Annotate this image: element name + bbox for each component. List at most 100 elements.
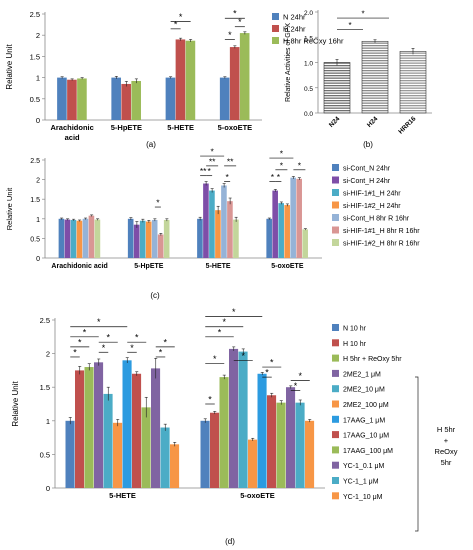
bar	[185, 40, 196, 120]
legend-swatch	[332, 492, 339, 500]
x-tick-label: 5-HpETE	[111, 123, 142, 132]
legend-label: si-HIF-1#1_H 8hr R 16hr	[343, 228, 420, 235]
y-tick-label: 2	[36, 31, 40, 40]
bar	[77, 78, 87, 120]
y-tick-label: 0.5	[30, 236, 40, 243]
significance-mark: *	[78, 337, 82, 347]
treatment-bracket	[415, 376, 419, 532]
bar	[65, 420, 75, 488]
x-tick-label: 5-oxoETE	[218, 123, 253, 132]
legend-swatch	[332, 176, 339, 184]
bar	[209, 190, 215, 258]
bar	[57, 77, 67, 120]
significance-mark: *	[298, 371, 302, 381]
y-tick-label: 2.5	[30, 158, 40, 165]
y-tick-label: 1	[36, 74, 40, 83]
legend-label: 2ME2_1 μM	[343, 371, 381, 378]
bar	[272, 190, 278, 258]
bar	[160, 427, 170, 488]
significance-mark: *	[265, 368, 269, 378]
legend-swatch	[332, 239, 339, 246]
legend-label: si-HIF-1#2_H 8hr R 16hr	[343, 241, 420, 248]
legend-label: si-HIF-1#1_H 24hr	[343, 191, 401, 198]
legend-swatch	[332, 400, 339, 408]
bar	[82, 218, 89, 258]
legend-label: YC-1_0.1 μM	[343, 463, 385, 470]
panel-c-label: (c)	[150, 291, 160, 300]
bar	[58, 218, 65, 258]
legend-swatch	[272, 37, 279, 44]
bar	[305, 420, 315, 488]
panel-b-chart: 0.0 0.5 1.0 1.5 2.0 Relative Activities of GP…	[285, 10, 432, 135]
bracket-label: +	[444, 436, 449, 445]
bar	[276, 402, 286, 488]
y-tick-label: 2	[46, 350, 50, 359]
significance-mark: *	[277, 172, 281, 182]
legend-label: si-Cont_H 8hr R 16hr	[343, 216, 410, 223]
panel-d-chart: 0 0.5 1 1.5 2 2.5 Relative Unit 5-HETE 5-oxoETE *…	[11, 307, 458, 532]
bar	[197, 218, 203, 258]
legend-swatch	[332, 431, 339, 439]
significance-mark: *	[218, 327, 222, 337]
significance-mark: *	[210, 147, 214, 157]
significance-mark: *	[102, 343, 106, 353]
significance-mark: *	[361, 10, 364, 19]
y-tick-label: 1.5	[304, 35, 313, 42]
legend-swatch	[332, 339, 339, 347]
legend-label: si-HIF-1#2_H 24hr	[343, 203, 401, 210]
significance-mark: *	[228, 30, 232, 40]
legend-swatch	[332, 477, 339, 484]
x-tick-label: H24	[366, 115, 380, 129]
y-axis-title: Relative Unit	[5, 187, 14, 230]
legend-label: si-Cont_N 24hr	[343, 166, 391, 173]
significance-mark: *	[233, 9, 237, 19]
bar	[233, 219, 239, 258]
significance-mark: *	[222, 317, 226, 327]
y-tick-label: 2.0	[304, 10, 313, 17]
y-tick-label: 2	[36, 178, 40, 185]
x-tick-label: 5-oxoETE	[240, 491, 275, 500]
x-tick-label: Arachidonic	[50, 123, 93, 132]
bar	[70, 219, 77, 258]
bar	[163, 219, 170, 258]
significance-mark: *	[163, 337, 167, 347]
significance-mark: *	[135, 333, 139, 343]
bar	[111, 77, 121, 120]
bracket-label: ReOxy	[435, 447, 458, 456]
significance-mark: *	[73, 347, 77, 357]
bar	[121, 83, 131, 120]
x-tick-label: acid	[65, 133, 80, 142]
legend-swatch	[332, 226, 339, 234]
x-tick-label: HRR16	[397, 115, 417, 135]
bar	[94, 362, 104, 488]
bar	[229, 348, 239, 488]
y-tick-label: 1	[36, 217, 40, 224]
y-tick-label: 0	[46, 484, 50, 493]
legend-swatch	[332, 446, 339, 454]
bar	[323, 62, 351, 114]
bar	[175, 39, 186, 120]
x-tick-label: 5-HETE	[109, 491, 136, 500]
bar	[238, 351, 248, 488]
bar	[139, 220, 146, 258]
y-tick-label: 1.5	[30, 197, 40, 204]
significance-mark: *	[208, 395, 212, 405]
significance-mark: *	[348, 21, 351, 30]
significance-mark: *	[213, 354, 217, 364]
legend-label: 17AAG_100 μM	[343, 448, 393, 455]
bar	[295, 402, 305, 488]
bar	[75, 370, 85, 488]
bar	[145, 221, 152, 258]
legend-label: N 10 hr	[343, 326, 367, 333]
legend-swatch	[332, 164, 339, 171]
bar	[127, 218, 134, 258]
significance-mark: *	[294, 381, 298, 391]
bracket-label: 5hr	[441, 458, 452, 467]
bar	[248, 439, 258, 488]
bar	[284, 205, 290, 258]
bar	[94, 219, 101, 258]
bar	[200, 420, 210, 488]
y-tick-label: 2.5	[40, 316, 50, 325]
bar	[215, 210, 221, 258]
legend-label: H 10 hr	[343, 341, 367, 348]
